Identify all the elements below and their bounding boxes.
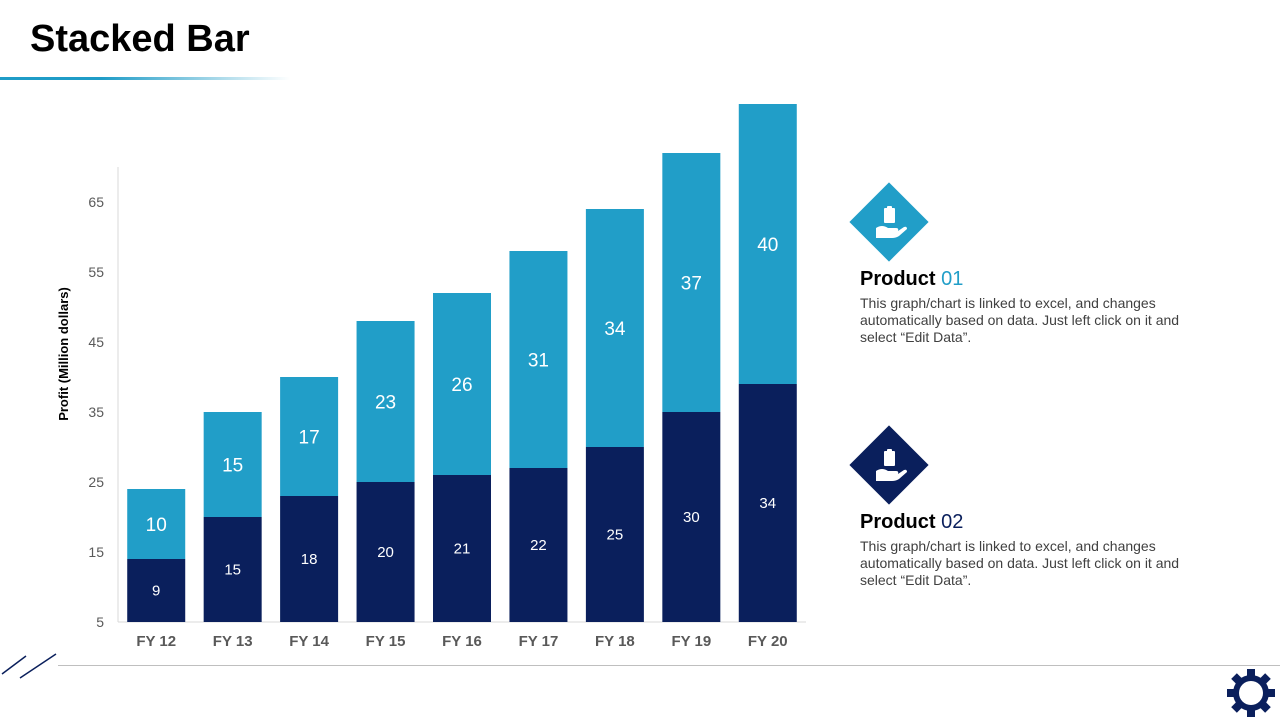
data-label: 23 [375,393,396,414]
bar-segment [280,377,339,496]
data-label: 17 [299,428,320,449]
legend-title-word: Product [860,268,936,290]
bar-segment [662,412,721,622]
legend-title-number: 01 [941,268,964,290]
data-label: 25 [607,527,624,544]
page-title: Stacked Bar [30,18,250,60]
data-label: 15 [224,562,241,579]
x-tick-label: FY 20 [748,633,788,650]
legend-title-product-01: Product 01 [860,268,963,291]
x-tick-label: FY 17 [519,633,559,650]
y-tick-label: 65 [88,194,104,210]
bar-segment [433,475,491,622]
data-label: 18 [301,551,318,568]
bar-segment [585,447,644,622]
bar-segment [509,468,568,622]
y-tick-label: 15 [88,544,104,560]
data-label: 34 [759,495,776,512]
hand-clipboard-icon [849,425,929,505]
bar-segment [356,321,415,482]
data-label: 37 [681,274,702,295]
data-label: 20 [377,544,394,561]
data-label: 22 [530,537,547,554]
bar-segment [280,496,339,622]
x-tick-label: FY 13 [213,633,253,650]
x-tick-label: FY 14 [289,633,329,650]
x-tick-label: FY 16 [442,633,482,650]
bar-segment [585,209,644,447]
data-label: 21 [454,541,471,558]
bar-segment [509,251,568,468]
x-tick-label: FY 12 [136,633,176,650]
legend-title-product-02: Product 02 [860,511,963,534]
footer-divider [58,665,1280,666]
x-tick-label: FY 19 [671,633,711,650]
data-label: 10 [146,515,167,536]
x-tick-label: FY 15 [366,633,406,650]
bar-segment [203,412,262,517]
bar-segment [738,384,797,622]
slash-decoration [1,653,57,679]
data-label: 9 [152,583,160,600]
gear-icon [1227,669,1275,717]
bar-segment [127,559,186,622]
data-label: 34 [604,319,626,340]
data-label: 31 [528,351,549,372]
bar-segment [433,293,491,475]
data-label: 26 [451,375,472,396]
y-tick-label: 35 [88,404,104,420]
bar-segment [738,104,797,384]
title-underline [0,77,290,80]
x-tick-label: FY 18 [595,633,635,650]
bar-segment [203,517,262,622]
legend-description-product-01: This graph/chart is linked to excel, and… [860,295,1180,345]
bar-segment [356,482,415,622]
legend-title-word: Product [860,511,936,533]
y-tick-label: 45 [88,334,104,350]
legend-title-number: 02 [941,511,964,533]
y-tick-label: 55 [88,264,104,280]
data-label: 30 [683,509,700,526]
y-tick-label: 5 [96,614,104,630]
bar-segment [662,153,721,412]
y-tick-label: 25 [88,474,104,490]
hand-clipboard-icon [849,182,929,262]
data-label: 40 [757,235,778,256]
legend-description-product-02: This graph/chart is linked to excel, and… [860,538,1180,588]
data-label: 15 [222,456,243,477]
bar-segment [127,489,186,559]
y-axis-title: Profit (Million dollars) [56,287,71,421]
